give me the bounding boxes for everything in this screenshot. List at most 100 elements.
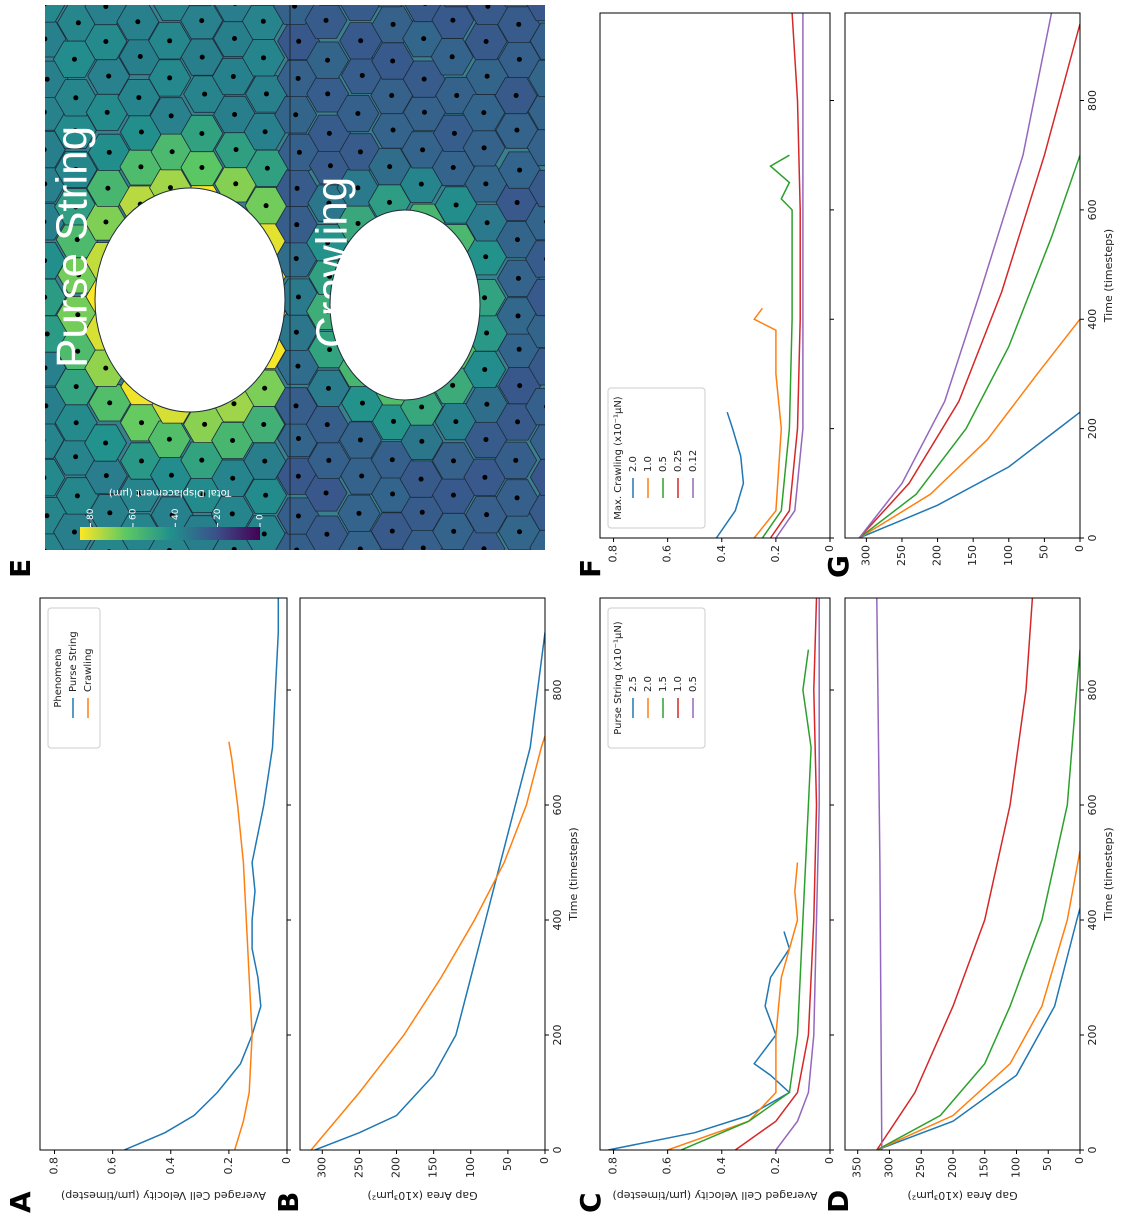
- cell-center: [103, 219, 109, 225]
- y-tick-label: 250: [914, 1157, 927, 1178]
- cell-center: [356, 510, 362, 516]
- cell: [53, 548, 97, 550]
- cell-center: [515, 275, 521, 281]
- cell-center: [45, 258, 48, 264]
- x-tick-label: 0: [1086, 1147, 1099, 1154]
- cell-center: [166, 436, 172, 442]
- y-tick-label: 200: [390, 1157, 403, 1178]
- cell-center: [481, 145, 487, 151]
- cell: [86, 566, 128, 602]
- cell-center: [167, 75, 173, 81]
- cell-center: [484, 401, 490, 407]
- cell-center: [264, 165, 270, 171]
- y-tick-label: 0: [280, 1157, 293, 1164]
- x-tick-label: 0: [551, 1147, 564, 1154]
- y-axis-label: Averaged Cell Velocity (µm/timestep): [612, 1189, 817, 1202]
- cell-center: [169, 149, 175, 155]
- x-tick-label: 200: [1086, 418, 1099, 439]
- cell-center: [422, 5, 428, 7]
- cell: [308, 5, 352, 6]
- y-axis-label: Averaged Cell Velocity (µm/timestep): [61, 1189, 266, 1202]
- cell-center: [294, 185, 300, 191]
- x-tick-label: 600: [1086, 199, 1099, 220]
- cell: [45, 20, 67, 58]
- cell-center: [168, 472, 174, 478]
- plot-lines: [858, 13, 1080, 538]
- panel-letter: D: [822, 1190, 855, 1213]
- cell-center: [230, 438, 236, 444]
- cell-center: [73, 167, 79, 173]
- cell-center: [230, 73, 236, 79]
- cell-center: [454, 92, 460, 98]
- cell-center: [263, 492, 269, 498]
- cell-center: [45, 365, 48, 371]
- cell-center: [45, 5, 48, 7]
- cell-center: [138, 458, 144, 464]
- cell-center: [327, 564, 332, 569]
- cell-center: [453, 202, 459, 208]
- series-line: [858, 411, 1080, 538]
- cell-center: [513, 93, 519, 99]
- cell-center: [325, 308, 331, 314]
- cell-center: [451, 130, 457, 136]
- cell-center: [549, 439, 554, 444]
- cell-center: [73, 420, 79, 426]
- cell-center: [544, 256, 545, 262]
- y-tick-label: 150: [966, 545, 979, 566]
- cell-center: [484, 220, 490, 226]
- cell-center: [391, 418, 397, 424]
- cell-center: [482, 584, 487, 589]
- cell: [528, 348, 545, 386]
- y-tick-label: 0.6: [661, 1157, 674, 1175]
- cell-center: [45, 147, 47, 153]
- cell-center: [483, 39, 489, 45]
- cell-center: [485, 5, 491, 9]
- cell-center: [386, 199, 392, 205]
- cell-center: [73, 204, 79, 210]
- y-axis-label: Gap Area (x10³µm²): [907, 1189, 1017, 1202]
- colorbar-tick-label: 60: [128, 508, 138, 520]
- series-line: [124, 598, 280, 1150]
- cell-center: [483, 437, 489, 443]
- cell-center: [45, 76, 50, 82]
- x-tick-label: 400: [551, 910, 564, 931]
- cell: [45, 532, 67, 550]
- series-line: [761, 154, 793, 538]
- cell-center: [233, 181, 239, 187]
- cell-center: [262, 458, 268, 464]
- cell-center: [451, 528, 457, 534]
- cell-center: [421, 109, 427, 115]
- cell: [526, 128, 545, 167]
- cell-center: [293, 112, 299, 118]
- cell-center: [167, 185, 173, 191]
- cell-center: [199, 131, 205, 137]
- cell-center: [202, 563, 207, 568]
- x-tick-label: 400: [1086, 910, 1099, 931]
- cell: [495, 551, 537, 587]
- panel-letter: C: [574, 1192, 607, 1213]
- series-line: [734, 598, 818, 1150]
- cell: [529, 22, 545, 60]
- cell: [45, 5, 66, 23]
- cell-center: [482, 295, 488, 301]
- cell-center: [295, 363, 301, 369]
- cell-center: [138, 129, 144, 135]
- legend-title: Phenomena: [53, 648, 64, 707]
- series-line: [858, 23, 1080, 538]
- cell: [116, 551, 158, 587]
- cell-center: [295, 75, 301, 81]
- cell-center: [390, 21, 396, 27]
- cell-center: [513, 457, 519, 463]
- cell-center: [481, 546, 487, 550]
- cell: [182, 547, 226, 550]
- cell-center: [45, 475, 47, 481]
- cell-center: [356, 583, 361, 588]
- y-tick-label: 50: [1041, 1157, 1054, 1171]
- cell: [307, 547, 351, 550]
- series-line: [876, 598, 883, 1150]
- plot-lines: [715, 13, 804, 538]
- series-line: [858, 318, 1080, 538]
- y-tick-label: 0.4: [715, 1157, 728, 1175]
- cell: [118, 0, 160, 4]
